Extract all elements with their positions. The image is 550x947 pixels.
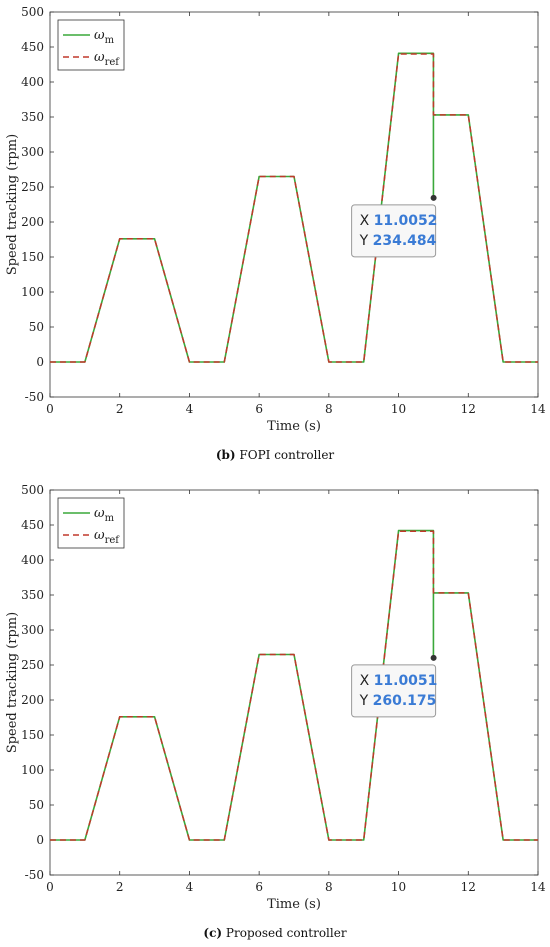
caption-text: Proposed controller [225, 926, 347, 940]
y-tick-label: -50 [25, 390, 44, 404]
y-tick-label: 500 [21, 483, 44, 497]
y-axis-label: Speed tracking (rpm) [5, 134, 20, 275]
datatip-y-row: Y 234.484 [359, 233, 437, 249]
datatip-y-value: 234.484 [373, 233, 437, 249]
y-tick-label: 350 [21, 110, 44, 124]
datatip-y-label: Y [359, 233, 373, 249]
x-tick-label: 12 [461, 402, 476, 416]
x-tick-label: 4 [186, 402, 194, 416]
x-tick-label: 6 [255, 880, 263, 894]
legend-box [57, 497, 125, 549]
x-axis-label: Time (s) [267, 419, 321, 434]
legend-subscript: ref [105, 57, 121, 68]
x-tick-label: 12 [461, 880, 476, 894]
x-tick-label: 10 [391, 402, 406, 416]
y-tick-label: 250 [21, 180, 44, 194]
datatip-box [351, 664, 437, 718]
legend-entry-omega-m: ωm [94, 506, 115, 524]
y-tick-label: -50 [25, 868, 44, 882]
caption-label: (b) [215, 448, 236, 462]
legend-entry-omega-ref: ωref [94, 528, 120, 546]
x-tick-label: 6 [255, 402, 263, 416]
chart-proposed: 0 2 4 6 8 10 12 14-5005010015020025030035040045… [5, 483, 546, 912]
chart-fopi: 0 2 4 6 8 10 12 14-5005010015020025030035040045… [5, 5, 546, 434]
datatip-box [351, 204, 437, 258]
x-tick-label: 14 [530, 880, 546, 894]
caption-label: (c) [203, 926, 223, 940]
datatip-x-row: X 11.0052 [360, 213, 438, 229]
x-tick-label: 0 [46, 880, 54, 894]
legend-symbol: ω [94, 506, 105, 521]
y-tick-label: 450 [21, 518, 44, 532]
series-line-omega-ref [50, 530, 538, 841]
datatip-x-label: X [360, 673, 374, 689]
datatip-marker [430, 654, 437, 661]
datatip-x-value: 11.0052 [374, 213, 438, 229]
y-tick-label: 200 [21, 693, 44, 707]
y-tick-label: 150 [21, 728, 44, 742]
x-tick-label: 4 [186, 880, 194, 894]
y-tick-label: 0 [36, 833, 44, 847]
y-tick-label: 500 [21, 5, 44, 19]
legend-subscript: m [105, 35, 115, 46]
caption-text: FOPI controller [239, 448, 335, 462]
x-axis-label: Time (s) [267, 897, 321, 912]
caption-proposed: (c) Proposed controller [0, 926, 550, 940]
datatip-y-row: Y 260.175 [359, 693, 437, 709]
x-tick-label: 8 [325, 402, 333, 416]
y-tick-label: 150 [21, 250, 44, 264]
y-tick-label: 100 [21, 763, 44, 777]
legend-entry-omega-m: ωm [94, 28, 115, 46]
datatip-y-value: 260.175 [373, 693, 437, 709]
x-tick-label: 0 [46, 402, 54, 416]
y-tick-label: 300 [21, 145, 44, 159]
series-line-omega-ref [50, 53, 538, 363]
chart-panel-proposed: 0 2 4 6 8 10 12 14 -50 0 50 100 150 200 250 300 350 400 45… [0, 478, 550, 947]
y-tick-label: 50 [29, 798, 44, 812]
x-tick-label: 8 [325, 880, 333, 894]
y-tick-label: 200 [21, 215, 44, 229]
x-tick-label: 2 [116, 880, 124, 894]
x-tick-label: 10 [391, 880, 406, 894]
legend-symbol: ω [94, 50, 105, 65]
datatip-x-value: 11.0051 [374, 673, 438, 689]
legend-symbol: ω [94, 28, 105, 43]
y-tick-label: 50 [29, 320, 44, 334]
datatip-x-label: X [360, 213, 374, 229]
datatip-y-label: Y [359, 693, 373, 709]
x-tick-label: 14 [530, 402, 546, 416]
y-tick-label: 400 [21, 75, 44, 89]
datatip-marker [430, 194, 437, 201]
legend-subscript: m [105, 513, 115, 524]
y-tick-label: 400 [21, 553, 44, 567]
y-tick-label: 350 [21, 588, 44, 602]
y-tick-label: 100 [21, 285, 44, 299]
plot-area [49, 489, 539, 876]
legend-entry-omega-ref: ωref [94, 50, 120, 68]
y-tick-label: 0 [36, 355, 44, 369]
plot-area [49, 11, 539, 398]
y-tick-label: 250 [21, 658, 44, 672]
x-tick-label: 2 [116, 402, 124, 416]
legend-symbol: ω [94, 528, 105, 543]
y-axis-label: Speed tracking (rpm) [5, 612, 20, 753]
datatip-x-row: X 11.0051 [360, 673, 438, 689]
legend-box [57, 19, 125, 71]
legend-subscript: ref [105, 535, 121, 546]
caption-fopi: (b) FOPI controller [0, 448, 550, 462]
chart-panel-fopi: 0 2 4 6 8 10 12 14 -50 0 50 100 150 200 250 300 350 400 45… [0, 0, 550, 470]
y-tick-label: 300 [21, 623, 44, 637]
y-tick-label: 450 [21, 40, 44, 54]
